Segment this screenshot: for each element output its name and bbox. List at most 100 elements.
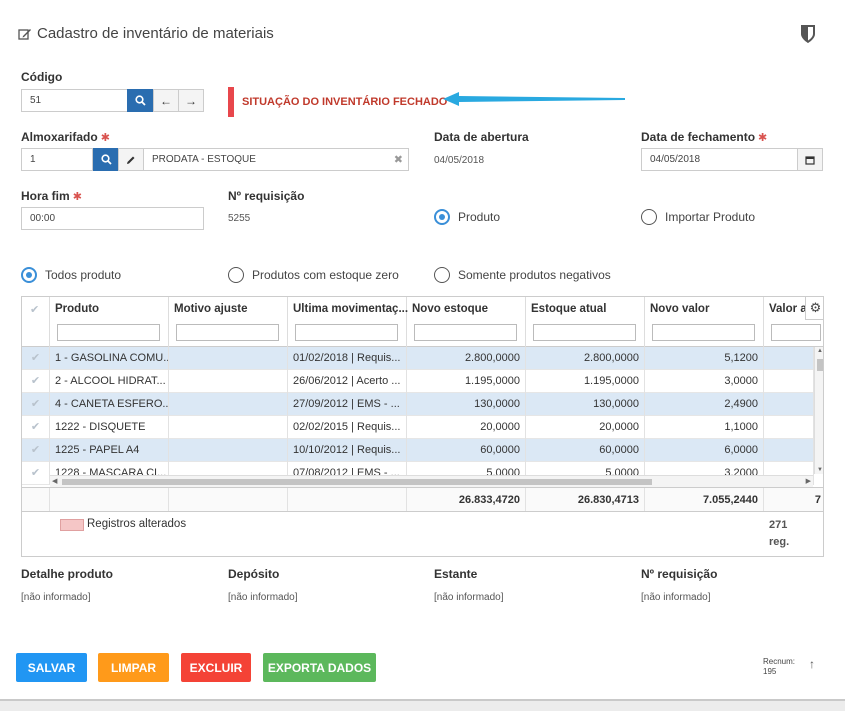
clear-icon[interactable]: ✖ [393,154,403,166]
requisicao-label: Nº requisição [228,189,305,203]
radio-label: Somente produtos negativos [458,268,611,282]
radio-produto[interactable]: Produto [434,209,500,225]
column-header[interactable]: Novo valor [645,297,764,347]
row-checkbox[interactable]: ✔ [22,439,50,462]
column-filter-input[interactable] [414,324,517,341]
fechamento-input[interactable]: 04/05/2018 [641,148,798,171]
legend-swatch [60,519,84,531]
row-checkbox[interactable]: ✔ [22,393,50,416]
calendar-button[interactable] [797,148,823,171]
table-cell: 4 - CANETA ESFERO... [50,393,169,416]
vertical-scrollbar[interactable]: ▲ ▼ [814,347,823,474]
salvar-button[interactable]: SALVAR [16,653,87,682]
almox-edit-button[interactable] [118,148,144,171]
column-title: Novo valor [650,303,710,315]
next-button[interactable]: → [178,89,204,112]
codigo-search-button[interactable] [127,89,153,112]
table-cell: 1222 - DISQUETE [50,416,169,439]
table-cell [764,347,814,370]
edit-icon [18,28,31,40]
totals-cell [169,488,288,511]
column-title: Valor at [769,303,811,315]
table-cell: 2 - ALCOOL HIDRAT... [50,370,169,393]
exporta-dados-button[interactable]: EXPORTA DADOS [263,653,376,682]
row-checkbox[interactable]: ✔ [22,347,50,370]
arrow-up-icon[interactable]: ↑ [809,657,815,671]
status-indicator: SITUAÇÃO DO INVENTÁRIO FECHADO [228,87,447,117]
table-row[interactable]: ✔ 1 - GASOLINA COMU... 01/02/2018 | Requis… [22,347,814,370]
column-title: Estoque atual [531,303,607,315]
table-cell: 1225 - PAPEL A4 [50,439,169,462]
previous-button[interactable]: ← [153,89,179,112]
scroll-thumb[interactable] [62,479,652,485]
totals-novo-estoque: 26.833,4720 [407,488,526,511]
radio-estoque-zero[interactable]: Produtos com estoque zero [228,267,399,283]
estante-label: Estante [434,567,478,581]
scroll-right-icon[interactable]: ▶ [805,478,811,485]
radio-dot [434,209,450,225]
almox-code-input[interactable]: 1 [21,148,93,171]
almox-label: Almoxarifado ✱ [21,130,110,144]
radio-negativos[interactable]: Somente produtos negativos [434,267,611,283]
row-checkbox[interactable]: ✔ [22,462,50,485]
column-header[interactable]: Motivo ajuste [169,297,288,347]
arrow-left-icon: ← [160,93,172,108]
grid-totals-row: 26.833,4720 26.830,4713 7.055,2440 7 [22,487,823,511]
column-title: Novo estoque [412,303,489,315]
scroll-down-icon[interactable]: ▼ [817,467,823,473]
check-icon: ✔ [30,304,40,316]
radio-importar-produto[interactable]: Importar Produto [641,209,755,225]
row-checkbox[interactable]: ✔ [22,370,50,393]
almox-name-text: PRODATA - ESTOQUE [152,154,256,165]
almox-name-input[interactable]: PRODATA - ESTOQUE ✖ [143,148,409,171]
legend-panel: Registros alterados 271 reg. [21,512,824,557]
recnum-label: Recnum: [763,657,796,666]
horizontal-scrollbar[interactable]: ◀ ▶ [50,475,813,487]
table-cell: 1.195,0000 [407,370,526,393]
table-cell: 1.195,0000 [526,370,645,393]
table-cell [764,370,814,393]
limpar-button[interactable]: LIMPAR [98,653,169,682]
column-header[interactable]: Ultima movimentaç... [288,297,408,347]
fechamento-label: Data de fechamento ✱ [641,130,768,144]
column-filter-input[interactable] [176,324,279,341]
table-row[interactable]: ✔ 4 - CANETA ESFERO... 27/09/2012 | EMS - … [22,393,814,416]
column-filter-input[interactable] [295,324,398,341]
status-text: SITUAÇÃO DO INVENTÁRIO FECHADO [242,96,448,108]
column-header[interactable]: Estoque atual [526,297,645,347]
table-cell [764,416,814,439]
column-header[interactable]: Novo estoque [407,297,526,347]
shield-icon[interactable] [800,24,816,47]
column-filter-input[interactable] [652,324,755,341]
radio-todos-produto[interactable]: Todos produto [21,267,121,283]
detalhe-requisicao-label: Nº requisição [641,567,718,581]
table-cell: 02/02/2015 | Requis... [288,416,407,439]
row-checkbox[interactable]: ✔ [22,416,50,439]
almox-search-button[interactable] [93,148,119,171]
table-row[interactable]: ✔ 2 - ALCOOL HIDRAT... 26/06/2012 | Acerto… [22,370,814,393]
column-filter-input[interactable] [533,324,636,341]
gear-icon[interactable]: ⚙ [805,297,823,320]
select-all-checkbox[interactable]: ✔ [22,297,50,347]
table-cell: 20,0000 [407,416,526,439]
arrow-right-icon: → [185,93,197,108]
column-header[interactable]: Produto [50,297,169,347]
codigo-input[interactable]: 51 [21,89,128,112]
column-title: Produto [55,303,100,315]
table-cell: 6,0000 [645,439,764,462]
recnum-value: 195 [763,667,777,676]
calendar-icon [805,155,815,165]
scroll-up-icon[interactable]: ▲ [817,348,823,354]
table-cell: 60,0000 [407,439,526,462]
column-header[interactable]: Valor at [764,297,823,347]
column-filter-input[interactable] [57,324,160,341]
table-row[interactable]: ✔ 1225 - PAPEL A4 10/10/2012 | Requis... 60… [22,439,814,462]
hora-fim-input[interactable]: 00:00 [21,207,204,230]
scroll-left-icon[interactable]: ◀ [52,478,58,485]
table-cell: 130,0000 [526,393,645,416]
table-row[interactable]: ✔ 1222 - DISQUETE 02/02/2015 | Requis... 20… [22,416,814,439]
scroll-thumb[interactable] [817,359,823,371]
excluir-button[interactable]: EXCLUIR [181,653,251,682]
column-filter-input[interactable] [771,324,821,341]
search-icon [134,95,146,106]
